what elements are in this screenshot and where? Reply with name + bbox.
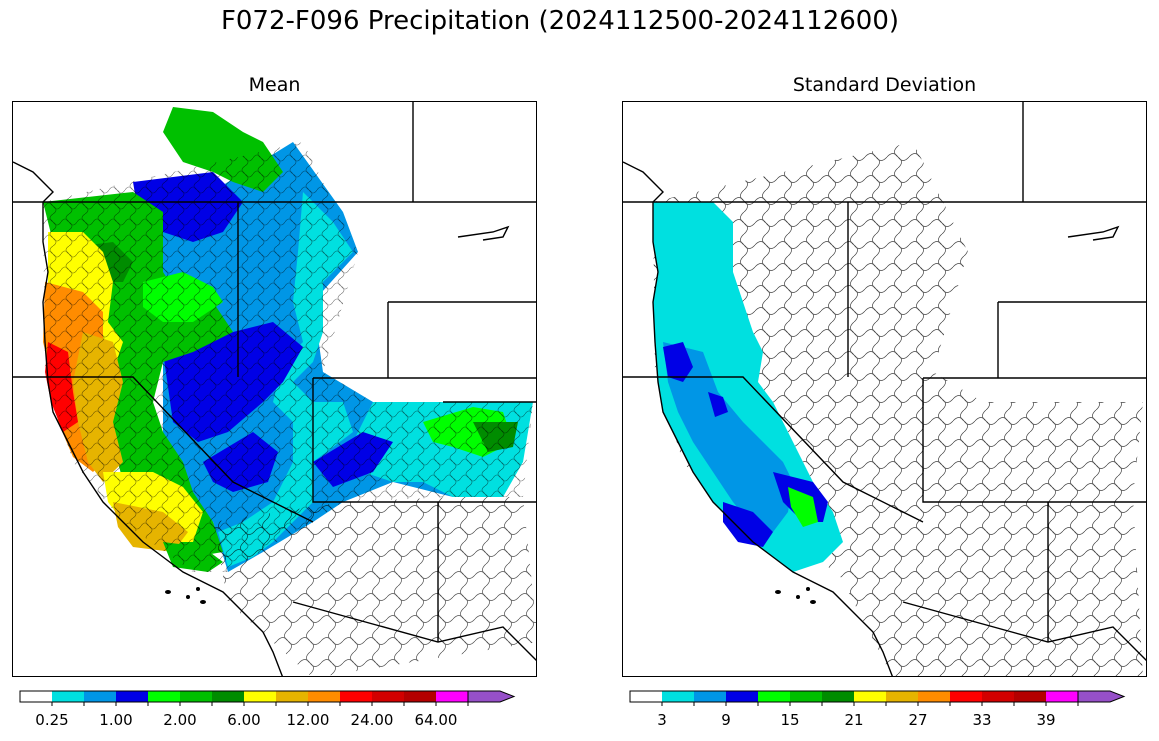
mean-colorbar-svg <box>19 690 516 706</box>
mean-borders <box>13 102 536 676</box>
colorbar-segment <box>790 691 822 702</box>
colorbar-tick-label: 27 <box>908 711 928 729</box>
mean-basin-texture <box>43 142 533 572</box>
colorbar-segment <box>854 691 886 702</box>
colorbar-extend-arrow <box>1077 690 1126 703</box>
colorbar-tick-label: 9 <box>721 711 731 729</box>
mean-panel-title: Mean <box>248 74 301 96</box>
stddev-borders <box>623 102 1146 676</box>
stddev-map-svg <box>623 102 1146 676</box>
mean-colorbar <box>19 687 530 707</box>
colorbar-segment <box>244 691 276 702</box>
colorbar-segment <box>180 691 212 702</box>
colorbar-segment <box>148 691 180 702</box>
stddev-basin-texture <box>653 142 1143 676</box>
colorbar-tick-label: 21 <box>844 711 864 729</box>
colorbar-segment <box>886 691 918 702</box>
colorbar-tick-label: 39 <box>1036 711 1056 729</box>
colorbar-segment <box>116 691 148 702</box>
colorbar-tick-label: 0.25 <box>35 711 69 729</box>
colorbar-segment <box>52 691 84 702</box>
stddev-panel-title: Standard Deviation <box>792 74 977 96</box>
figure-title: F072-F096 Precipitation (2024112500-2024… <box>220 6 900 36</box>
colorbar-segment <box>950 691 982 702</box>
stddev-colorbar-svg <box>629 690 1126 706</box>
colorbar-tick-label: 12.00 <box>286 711 330 729</box>
colorbar-segment <box>758 691 790 702</box>
colorbar-segment <box>212 691 244 702</box>
colorbar-tick-label: 6.00 <box>227 711 261 729</box>
colorbar-segment <box>308 691 340 702</box>
stddev-map <box>622 101 1147 677</box>
colorbar-extend-arrow <box>467 690 516 703</box>
region-dark-blue-mid <box>708 392 728 417</box>
region-light-blue-central <box>663 342 793 532</box>
mean-map <box>12 101 537 677</box>
colorbar-tick-label: 3 <box>657 711 667 729</box>
colorbar-tick-label: 33 <box>972 711 992 729</box>
mean-islands <box>165 587 206 604</box>
colorbar-segment <box>372 691 404 702</box>
stddev-islands <box>775 587 816 604</box>
colorbar-tick-label: 2.00 <box>163 711 197 729</box>
colorbar-segment <box>1014 691 1046 702</box>
region-dark-blue-southwest <box>723 502 773 547</box>
colorbar-segment <box>1046 691 1078 702</box>
region-green-south <box>788 487 818 527</box>
colorbar-tick-label: 1.00 <box>99 711 133 729</box>
colorbar-segment <box>694 691 726 702</box>
colorbar-segment <box>340 691 372 702</box>
mean-map-svg <box>13 102 536 676</box>
colorbar-segment <box>84 691 116 702</box>
colorbar-segment <box>20 691 52 702</box>
stddev-colorbar <box>629 687 1140 707</box>
colorbar-segment <box>662 691 694 702</box>
region-dark-blue-north <box>663 342 693 382</box>
colorbar-segment <box>404 691 436 702</box>
colorbar-segment <box>630 691 662 702</box>
colorbar-segment <box>918 691 950 702</box>
mean-basin-texture-east <box>213 497 536 676</box>
colorbar-segment <box>436 691 468 702</box>
colorbar-tick-label: 64.00 <box>414 711 458 729</box>
colorbar-tick-label: 15 <box>780 711 800 729</box>
colorbar-segment <box>822 691 854 702</box>
colorbar-segment <box>276 691 308 702</box>
colorbar-segment <box>982 691 1014 702</box>
colorbar-segment <box>726 691 758 702</box>
colorbar-tick-label: 24.00 <box>350 711 394 729</box>
stddev-regions <box>653 202 843 572</box>
